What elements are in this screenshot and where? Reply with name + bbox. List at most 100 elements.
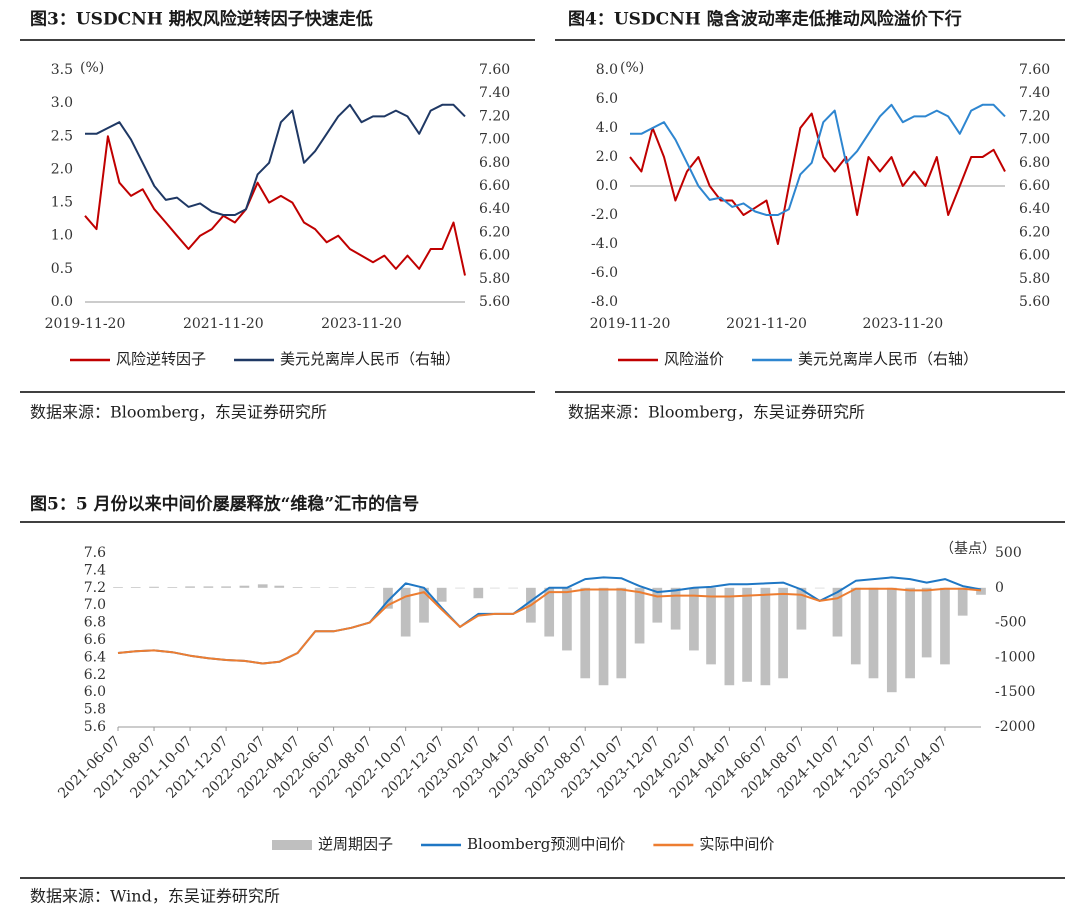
y-tick-label: 0.0 xyxy=(51,294,73,310)
bar xyxy=(167,587,178,588)
y-tick-label: -8.0 xyxy=(591,294,618,310)
x-tick-label: 2023-11-20 xyxy=(321,316,402,332)
bar xyxy=(113,587,123,588)
y-tick-label: 4.0 xyxy=(596,120,618,136)
y2-tick-label: 6.40 xyxy=(479,201,510,217)
legend-label: 美元兑离岸人民币（右轴） xyxy=(280,350,460,368)
y-tick-label: 3.0 xyxy=(51,95,73,111)
y-tick-label: -4.0 xyxy=(591,236,618,252)
bar xyxy=(868,587,879,679)
y-tick-label: 6.2 xyxy=(84,667,106,683)
bar xyxy=(921,587,932,658)
series-line xyxy=(85,103,466,216)
bar xyxy=(814,587,825,589)
y2-tick-label: 7.40 xyxy=(479,85,510,101)
y-tick-label: 2.0 xyxy=(51,161,73,177)
y-tick-label: 7.2 xyxy=(84,580,106,596)
bar xyxy=(562,587,572,651)
bar xyxy=(436,587,447,602)
legend-label: 逆周期因子 xyxy=(318,835,393,853)
y-tick-label: 5.8 xyxy=(84,702,106,718)
bar xyxy=(957,587,968,616)
bar xyxy=(383,587,393,609)
bar xyxy=(130,587,141,588)
chart-title: 图4：USDCNH 隐含波动率走低推动风险溢价下行 xyxy=(568,9,962,30)
bar xyxy=(724,587,735,686)
y2-tick-label: 6.20 xyxy=(1019,224,1050,240)
bar xyxy=(706,587,716,665)
axis-unit: （基点） xyxy=(940,540,996,557)
bar xyxy=(544,587,555,637)
y-tick-label: 2.5 xyxy=(51,128,73,144)
legend-label: 实际中间价 xyxy=(699,835,774,853)
bar xyxy=(274,585,285,588)
legend-label: Bloomberg预测中间价 xyxy=(467,835,625,853)
chart-title: 图5：5 月份以来中间价屡屡释放“维稳”汇市的信号 xyxy=(30,494,419,515)
source: 数据来源：Bloomberg，东吴证券研究所 xyxy=(568,403,865,422)
y2-tick-label: 7.00 xyxy=(1019,132,1050,148)
bar xyxy=(976,587,986,595)
bar xyxy=(346,587,357,588)
bar xyxy=(364,587,375,588)
bar xyxy=(185,586,195,588)
bar xyxy=(455,587,465,589)
bar xyxy=(905,587,915,679)
y2-tick-label: 0 xyxy=(995,580,1004,596)
y2-tick-label: 6.80 xyxy=(1019,155,1050,171)
bar xyxy=(742,587,752,682)
bar xyxy=(221,586,231,588)
y2-tick-label: -1500 xyxy=(995,684,1035,700)
y-tick-label: 1.5 xyxy=(51,195,73,211)
y-tick-label: 6.8 xyxy=(84,615,106,631)
bar xyxy=(796,587,807,630)
legend-label: 风险逆转因子 xyxy=(116,350,206,368)
chart-title: 图3：USDCNH 期权风险逆转因子快速走低 xyxy=(30,9,373,30)
y2-tick-label: 500 xyxy=(995,545,1022,561)
bar xyxy=(257,584,268,588)
x-tick-label: 2023-11-20 xyxy=(862,316,943,332)
bar xyxy=(328,587,339,588)
bar xyxy=(598,587,609,686)
bar xyxy=(419,587,429,623)
bar xyxy=(580,587,591,679)
bar xyxy=(634,587,645,644)
y2-tick-label: 7.20 xyxy=(479,108,510,124)
x-tick-label: 2021-11-20 xyxy=(726,316,807,332)
source: 数据来源：Wind，东吴证券研究所 xyxy=(30,887,280,906)
y-tick-label: -6.0 xyxy=(591,265,618,281)
y2-tick-label: 6.40 xyxy=(1019,201,1050,217)
y-tick-label: 2.0 xyxy=(596,149,618,165)
y-tick-label: 6.4 xyxy=(84,649,106,665)
bar xyxy=(292,587,303,588)
bar xyxy=(149,586,159,588)
x-tick-label: 2021-11-20 xyxy=(183,316,264,332)
y-tick-label: 3.5 xyxy=(51,62,73,78)
bar xyxy=(203,586,214,588)
axis-unit: (%) xyxy=(80,60,104,76)
y2-tick-label: 6.80 xyxy=(479,155,510,171)
legend-label: 风险溢价 xyxy=(664,350,724,368)
bar xyxy=(616,587,627,679)
y2-tick-label: -1000 xyxy=(995,649,1035,665)
axis-unit: (%) xyxy=(620,60,644,76)
bar xyxy=(778,587,788,679)
y2-tick-label: 5.80 xyxy=(1019,271,1050,287)
y-tick-label: 6.0 xyxy=(596,91,618,107)
y2-tick-label: 6.00 xyxy=(1019,248,1050,264)
y-tick-label: 7.0 xyxy=(84,597,106,613)
y2-tick-label: 6.60 xyxy=(1019,178,1050,194)
y-tick-label: 1.0 xyxy=(51,228,73,244)
y-tick-label: 8.0 xyxy=(596,62,618,78)
y2-tick-label: 7.60 xyxy=(479,62,510,78)
y2-tick-label: 6.00 xyxy=(479,248,510,264)
bar xyxy=(400,587,411,637)
y-tick-label: 5.6 xyxy=(84,719,106,735)
y2-tick-label: 5.60 xyxy=(479,294,510,310)
bar xyxy=(940,587,950,665)
x-tick-label: 2019-11-20 xyxy=(590,316,671,332)
y2-tick-label: 7.00 xyxy=(479,132,510,148)
bar xyxy=(310,587,321,588)
y2-tick-label: 5.60 xyxy=(1019,294,1050,310)
y-tick-label: 7.4 xyxy=(84,562,106,578)
